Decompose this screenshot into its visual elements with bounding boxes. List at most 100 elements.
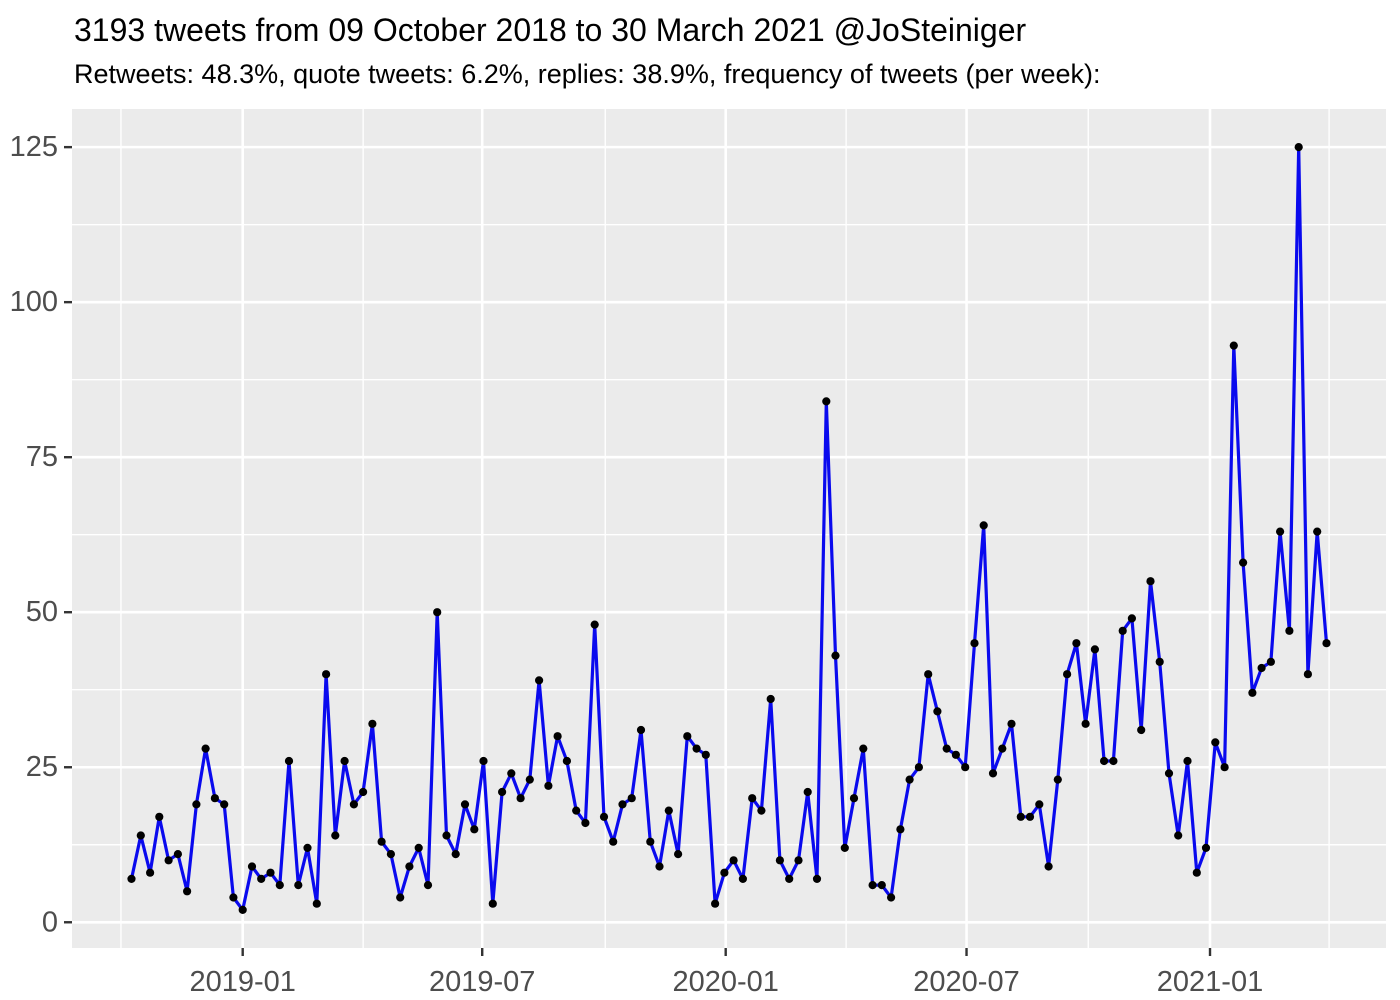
- data-point: [368, 719, 377, 728]
- data-point: [201, 744, 210, 753]
- data-point: [303, 843, 312, 853]
- data-point: [618, 800, 627, 809]
- data-point: [859, 744, 868, 753]
- data-point: [1044, 862, 1053, 871]
- data-point: [812, 874, 822, 884]
- data-point: [674, 850, 683, 859]
- y-axis-label: 125: [10, 131, 58, 163]
- data-point: [470, 825, 479, 834]
- data-point: [1220, 763, 1229, 772]
- data-point: [1257, 663, 1266, 673]
- data-point: [414, 843, 423, 853]
- data-point: [609, 837, 618, 846]
- data-point: [757, 806, 766, 815]
- y-axis-label: 50: [26, 596, 58, 628]
- tweets-line: [129, 145, 1329, 912]
- data-point: [599, 812, 609, 821]
- data-point: [748, 794, 757, 803]
- data-point: [701, 750, 710, 759]
- plot-panel: [72, 109, 1386, 948]
- data-point: [1155, 657, 1164, 666]
- data-point: [247, 862, 257, 871]
- data-point: [1183, 756, 1192, 766]
- data-point: [1100, 756, 1109, 766]
- data-point: [646, 837, 655, 846]
- data-point: [173, 850, 182, 859]
- data-point: [636, 725, 646, 735]
- data-point: [164, 856, 173, 865]
- data-point: [1239, 558, 1248, 567]
- data-point: [229, 893, 238, 902]
- data-point: [794, 856, 803, 865]
- data-point: [738, 874, 748, 884]
- data-point: [284, 756, 294, 766]
- data-point: [766, 694, 775, 704]
- data-point: [988, 769, 998, 778]
- data-point: [849, 794, 859, 803]
- data-point: [961, 763, 970, 772]
- data-point: [359, 787, 368, 797]
- data-point: [998, 744, 1007, 753]
- data-point: [220, 800, 229, 809]
- data-point: [1007, 719, 1016, 728]
- data-point: [146, 868, 155, 877]
- data-point: [914, 763, 924, 772]
- chart-subtitle: Retweets: 48.3%, quote tweets: 6.2%, rep…: [74, 59, 1101, 89]
- data-point: [1303, 670, 1312, 679]
- data-point: [1063, 670, 1072, 679]
- data-point: [479, 756, 488, 766]
- data-point: [451, 850, 460, 859]
- data-point: [349, 800, 358, 809]
- data-point: [1211, 738, 1220, 747]
- data-point: [294, 881, 303, 890]
- x-axis-label: 2019-01: [189, 966, 295, 998]
- data-point: [423, 881, 433, 890]
- data-point: [155, 812, 164, 821]
- data-point: [942, 744, 951, 753]
- data-point: [729, 856, 738, 865]
- data-point: [238, 905, 247, 915]
- data-point: [840, 843, 849, 853]
- data-point: [933, 707, 942, 716]
- data-point: [1137, 725, 1146, 735]
- data-point: [1192, 868, 1201, 877]
- data-point: [322, 670, 331, 679]
- data-point: [136, 831, 145, 840]
- chart-header: 3193 tweets from 09 October 2018 to 30 M…: [74, 10, 1386, 90]
- data-point: [460, 800, 470, 809]
- data-point: [433, 608, 442, 617]
- data-point: [1285, 626, 1294, 635]
- data-point: [1072, 639, 1081, 648]
- data-point: [405, 862, 414, 871]
- data-point: [951, 750, 961, 759]
- data-point: [924, 670, 933, 679]
- data-point: [1090, 645, 1099, 654]
- data-point: [396, 893, 405, 902]
- data-point: [386, 850, 395, 859]
- data-point: [775, 856, 785, 865]
- y-axis-label: 0: [42, 906, 58, 938]
- data-point: [627, 794, 636, 803]
- data-point: [822, 397, 831, 406]
- data-point: [1053, 775, 1062, 784]
- data-point: [127, 874, 136, 884]
- data-point: [1248, 688, 1257, 697]
- data-point: [183, 887, 192, 896]
- data-point: [257, 874, 266, 884]
- data-point: [1266, 657, 1275, 666]
- data-point: [544, 781, 553, 790]
- data-point: [442, 831, 451, 840]
- data-point: [877, 881, 886, 890]
- data-point: [1229, 341, 1238, 350]
- y-axis-label: 75: [26, 441, 58, 473]
- data-point: [312, 899, 321, 908]
- data-point: [887, 893, 896, 902]
- data-point: [803, 787, 812, 797]
- chart-title: 3193 tweets from 09 October 2018 to 30 M…: [74, 12, 1027, 48]
- data-point: [970, 639, 979, 648]
- data-point: [655, 862, 664, 871]
- data-point: [1025, 812, 1035, 821]
- data-point: [711, 899, 720, 908]
